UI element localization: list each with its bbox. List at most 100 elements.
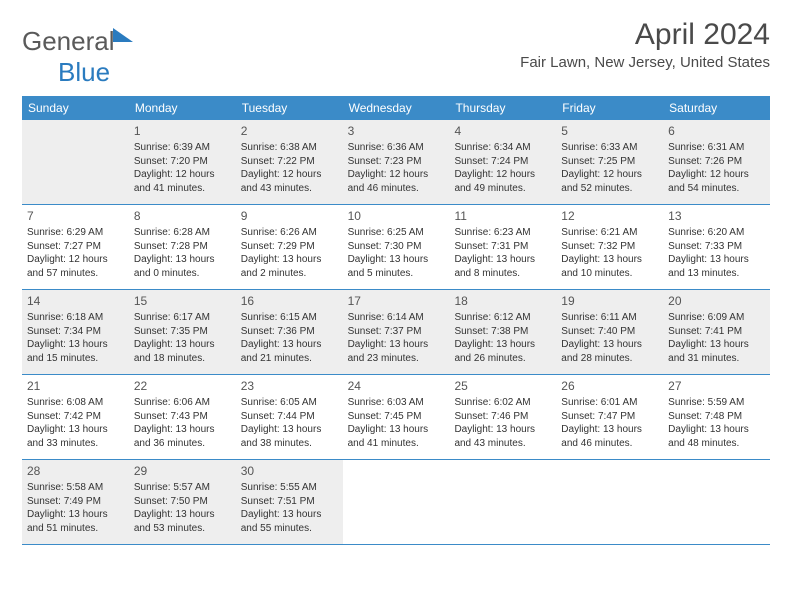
day-cell: 25Sunrise: 6:02 AMSunset: 7:46 PMDayligh…: [449, 375, 556, 459]
day-number: 10: [348, 208, 445, 224]
day-cell: 22Sunrise: 6:06 AMSunset: 7:43 PMDayligh…: [129, 375, 236, 459]
title-block: April 2024 Fair Lawn, New Jersey, United…: [520, 18, 770, 71]
day-number: 26: [561, 378, 658, 394]
day-cell: 9Sunrise: 6:26 AMSunset: 7:29 PMDaylight…: [236, 205, 343, 289]
day-cell: 24Sunrise: 6:03 AMSunset: 7:45 PMDayligh…: [343, 375, 450, 459]
sunset-text: Sunset: 7:36 PM: [241, 325, 338, 339]
calendar-body: 1Sunrise: 6:39 AMSunset: 7:20 PMDaylight…: [22, 120, 770, 545]
daylight-text: Daylight: 12 hours and 43 minutes.: [241, 168, 338, 195]
daylight-text: Daylight: 13 hours and 53 minutes.: [134, 508, 231, 535]
day-cell: 1Sunrise: 6:39 AMSunset: 7:20 PMDaylight…: [129, 120, 236, 204]
day-cell: 13Sunrise: 6:20 AMSunset: 7:33 PMDayligh…: [663, 205, 770, 289]
sunrise-text: Sunrise: 6:18 AM: [27, 311, 124, 325]
daylight-text: Daylight: 13 hours and 36 minutes.: [134, 423, 231, 450]
day-number: 25: [454, 378, 551, 394]
daylight-text: Daylight: 13 hours and 15 minutes.: [27, 338, 124, 365]
daylight-text: Daylight: 13 hours and 26 minutes.: [454, 338, 551, 365]
sunrise-text: Sunrise: 5:57 AM: [134, 481, 231, 495]
sunset-text: Sunset: 7:50 PM: [134, 495, 231, 509]
sunset-text: Sunset: 7:43 PM: [134, 410, 231, 424]
calendar: SundayMondayTuesdayWednesdayThursdayFrid…: [22, 96, 770, 545]
sunset-text: Sunset: 7:51 PM: [241, 495, 338, 509]
daylight-text: Daylight: 13 hours and 23 minutes.: [348, 338, 445, 365]
sunset-text: Sunset: 7:45 PM: [348, 410, 445, 424]
logo-text-general: General: [22, 26, 115, 56]
sunrise-text: Sunrise: 6:36 AM: [348, 141, 445, 155]
daylight-text: Daylight: 13 hours and 2 minutes.: [241, 253, 338, 280]
sunset-text: Sunset: 7:41 PM: [668, 325, 765, 339]
daylight-text: Daylight: 13 hours and 33 minutes.: [27, 423, 124, 450]
sunset-text: Sunset: 7:23 PM: [348, 155, 445, 169]
day-number: 20: [668, 293, 765, 309]
sunset-text: Sunset: 7:31 PM: [454, 240, 551, 254]
day-header-sunday: Sunday: [22, 96, 129, 120]
day-cell: [343, 460, 450, 544]
sunrise-text: Sunrise: 6:34 AM: [454, 141, 551, 155]
day-cell: 8Sunrise: 6:28 AMSunset: 7:28 PMDaylight…: [129, 205, 236, 289]
sunrise-text: Sunrise: 6:14 AM: [348, 311, 445, 325]
sunrise-text: Sunrise: 6:29 AM: [27, 226, 124, 240]
day-cell: 14Sunrise: 6:18 AMSunset: 7:34 PMDayligh…: [22, 290, 129, 374]
daylight-text: Daylight: 13 hours and 18 minutes.: [134, 338, 231, 365]
sunset-text: Sunset: 7:34 PM: [27, 325, 124, 339]
sunset-text: Sunset: 7:46 PM: [454, 410, 551, 424]
daylight-text: Daylight: 13 hours and 13 minutes.: [668, 253, 765, 280]
sunset-text: Sunset: 7:47 PM: [561, 410, 658, 424]
day-cell: 21Sunrise: 6:08 AMSunset: 7:42 PMDayligh…: [22, 375, 129, 459]
sunrise-text: Sunrise: 6:38 AM: [241, 141, 338, 155]
sunrise-text: Sunrise: 6:23 AM: [454, 226, 551, 240]
day-number: 7: [27, 208, 124, 224]
daylight-text: Daylight: 12 hours and 54 minutes.: [668, 168, 765, 195]
day-cell: 30Sunrise: 5:55 AMSunset: 7:51 PMDayligh…: [236, 460, 343, 544]
daylight-text: Daylight: 12 hours and 49 minutes.: [454, 168, 551, 195]
sunset-text: Sunset: 7:35 PM: [134, 325, 231, 339]
day-cell: 29Sunrise: 5:57 AMSunset: 7:50 PMDayligh…: [129, 460, 236, 544]
sunset-text: Sunset: 7:32 PM: [561, 240, 658, 254]
day-cell: 12Sunrise: 6:21 AMSunset: 7:32 PMDayligh…: [556, 205, 663, 289]
day-cell: 16 Sunrise: 6:15 AMSunset: 7:36 PMDayligh…: [236, 290, 343, 374]
day-cell: 18Sunrise: 6:12 AMSunset: 7:38 PMDayligh…: [449, 290, 556, 374]
day-number: 16: [241, 293, 338, 309]
month-title: April 2024: [520, 18, 770, 52]
day-number: 24: [348, 378, 445, 394]
daylight-text: Daylight: 13 hours and 48 minutes.: [668, 423, 765, 450]
sunrise-text: Sunrise: 6:11 AM: [561, 311, 658, 325]
day-header-friday: Friday: [556, 96, 663, 120]
day-number: 17: [348, 293, 445, 309]
day-number: 6: [668, 123, 765, 139]
day-number: 21: [27, 378, 124, 394]
day-number: 1: [134, 123, 231, 139]
daylight-text: Daylight: 13 hours and 55 minutes.: [241, 508, 338, 535]
day-cell: [556, 460, 663, 544]
day-cell: 2Sunrise: 6:38 AMSunset: 7:22 PMDaylight…: [236, 120, 343, 204]
sunrise-text: Sunrise: 5:58 AM: [27, 481, 124, 495]
day-header-tuesday: Tuesday: [236, 96, 343, 120]
sunset-text: Sunset: 7:20 PM: [134, 155, 231, 169]
day-cell: 4Sunrise: 6:34 AMSunset: 7:24 PMDaylight…: [449, 120, 556, 204]
sunrise-text: Sunrise: 6:12 AM: [454, 311, 551, 325]
daylight-text: Daylight: 13 hours and 21 minutes.: [241, 338, 338, 365]
day-cell: 15Sunrise: 6:17 AMSunset: 7:35 PMDayligh…: [129, 290, 236, 374]
day-cell: 11Sunrise: 6:23 AMSunset: 7:31 PMDayligh…: [449, 205, 556, 289]
daylight-text: Daylight: 13 hours and 10 minutes.: [561, 253, 658, 280]
daylight-text: Daylight: 13 hours and 8 minutes.: [454, 253, 551, 280]
sunrise-text: Sunrise: 6:15 AM: [241, 311, 338, 325]
sunset-text: Sunset: 7:28 PM: [134, 240, 231, 254]
sunrise-text: Sunrise: 6:28 AM: [134, 226, 231, 240]
day-cell: [663, 460, 770, 544]
day-number: 22: [134, 378, 231, 394]
day-number: 12: [561, 208, 658, 224]
sunrise-text: Sunrise: 6:31 AM: [668, 141, 765, 155]
day-headers-row: SundayMondayTuesdayWednesdayThursdayFrid…: [22, 96, 770, 120]
sunrise-text: Sunrise: 6:05 AM: [241, 396, 338, 410]
day-number: 8: [134, 208, 231, 224]
sunset-text: Sunset: 7:48 PM: [668, 410, 765, 424]
sunrise-text: Sunrise: 5:59 AM: [668, 396, 765, 410]
sunset-text: Sunset: 7:24 PM: [454, 155, 551, 169]
daylight-text: Daylight: 12 hours and 46 minutes.: [348, 168, 445, 195]
day-number: 5: [561, 123, 658, 139]
sunrise-text: Sunrise: 6:20 AM: [668, 226, 765, 240]
sunset-text: Sunset: 7:33 PM: [668, 240, 765, 254]
day-number: 30: [241, 463, 338, 479]
day-number: 19: [561, 293, 658, 309]
